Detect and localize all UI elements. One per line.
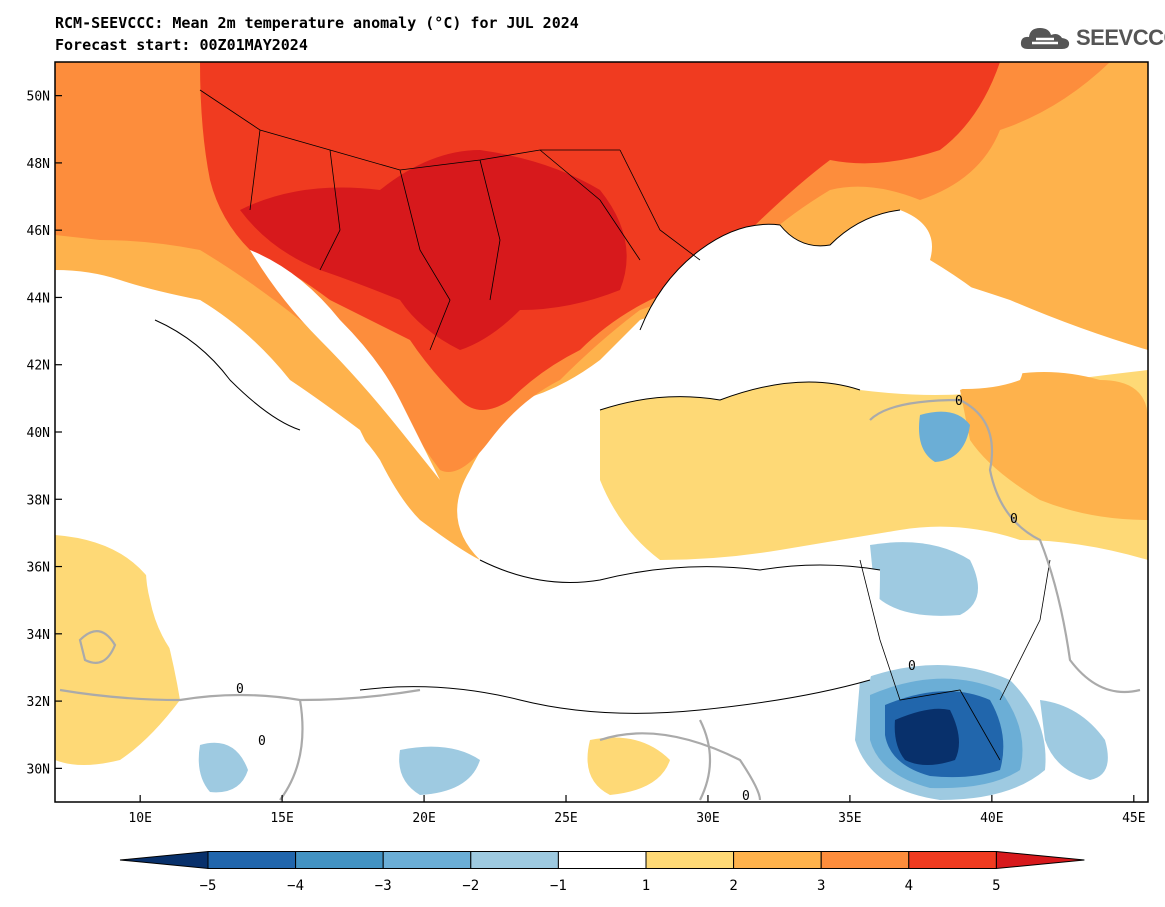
lon-tick-label: 10E	[128, 811, 151, 826]
colorbar-swatch	[820, 851, 910, 869]
colorbar-swatch	[207, 851, 297, 869]
contour-label-zero-4: 0	[1010, 512, 1018, 527]
cloud-icon	[1020, 28, 1070, 49]
forecast-start: Forecast start: 00Z01MAY2024	[55, 36, 308, 54]
lat-tick-label: 42N	[27, 359, 50, 374]
lat-tick-label: 30N	[27, 762, 50, 777]
colorbar-swatch	[733, 851, 822, 869]
lat-tick-label: 50N	[27, 90, 50, 105]
colorbar-level-label: −5	[200, 878, 217, 894]
anomaly-cold-iraq	[1040, 700, 1108, 780]
colorbar-swatch	[295, 851, 384, 869]
lat-tick-label: 34N	[27, 628, 50, 643]
colorbar-level-label: 5	[992, 878, 1000, 894]
colorbar-level-label: −1	[550, 878, 567, 894]
contour-label-zero-1: 0	[236, 682, 244, 697]
map-area: 0 0 0 0 0 0	[55, 62, 1148, 804]
lat-tick-label: 44N	[27, 291, 50, 306]
colorbar-level-label: −4	[287, 878, 304, 894]
contour-label-zero-3: 0	[955, 394, 963, 409]
map-axes: 50N 48N 46N 44N 42N 40N 38N 36N 34N 32N 30N 10E 15E 2…	[27, 90, 1146, 826]
black-sea	[640, 210, 1024, 395]
colorbar-level-label: 1	[642, 878, 650, 894]
colorbar-level-label: −2	[462, 878, 479, 894]
contour-label-zero-6: 0	[742, 789, 750, 804]
lat-tick-label: 48N	[27, 157, 50, 172]
mediterranean-sea	[55, 250, 880, 714]
colorbar-extend-high	[995, 850, 1085, 870]
seevccc-logo: SEEVCCC	[1018, 22, 1165, 54]
lon-tick-label: 25E	[554, 811, 577, 826]
lat-tick-label: 36N	[27, 561, 50, 576]
anomaly-cold-arabia-4	[894, 708, 959, 765]
lon-tick-label: 45E	[1122, 811, 1145, 826]
colorbar-level-label: −3	[375, 878, 392, 894]
anomaly-above-5-region	[240, 150, 627, 350]
anomaly-2-3-east	[960, 372, 1148, 520]
colorbar-extend-low	[119, 850, 209, 870]
contour-label-zero-2: 0	[258, 734, 266, 749]
lon-tick-label: 15E	[270, 811, 293, 826]
anomaly-cold-libya	[198, 742, 248, 793]
colorbar: −5 −4 −3 −2 −1 1 2 3 4 5	[119, 850, 1085, 894]
anomaly-1-2-egypt	[587, 737, 670, 795]
country-borders	[199, 89, 1051, 761]
colorbar-level-label: 2	[729, 878, 737, 894]
colorbar-swatch	[908, 851, 997, 869]
zero-contour	[59, 398, 1141, 801]
lon-tick-label: 30E	[696, 811, 719, 826]
colorbar-swatch	[645, 851, 735, 869]
anomaly-cold-egypt	[399, 746, 480, 795]
anomaly-cold-turkey	[919, 411, 970, 462]
coastline	[154, 209, 901, 714]
colorbar-level-label: 4	[905, 878, 913, 894]
colorbar-swatch	[470, 851, 559, 869]
lat-tick-label: 38N	[27, 493, 50, 508]
lon-tick-label: 40E	[980, 811, 1003, 826]
map-title: RCM-SEEVCCC: Mean 2m temperature anomaly…	[55, 14, 579, 32]
lat-tick-label: 46N	[27, 224, 50, 239]
colorbar-level-label: 3	[817, 878, 825, 894]
colorbar-swatch	[382, 851, 472, 869]
anomaly-cold-syria	[870, 542, 978, 616]
colorbar-swatch	[557, 851, 647, 869]
lat-tick-label: 40N	[27, 426, 50, 441]
lon-tick-label: 20E	[412, 811, 435, 826]
lat-tick-label: 32N	[27, 695, 50, 710]
contour-label-zero-5: 0	[908, 659, 916, 674]
lon-tick-label: 35E	[838, 811, 861, 826]
